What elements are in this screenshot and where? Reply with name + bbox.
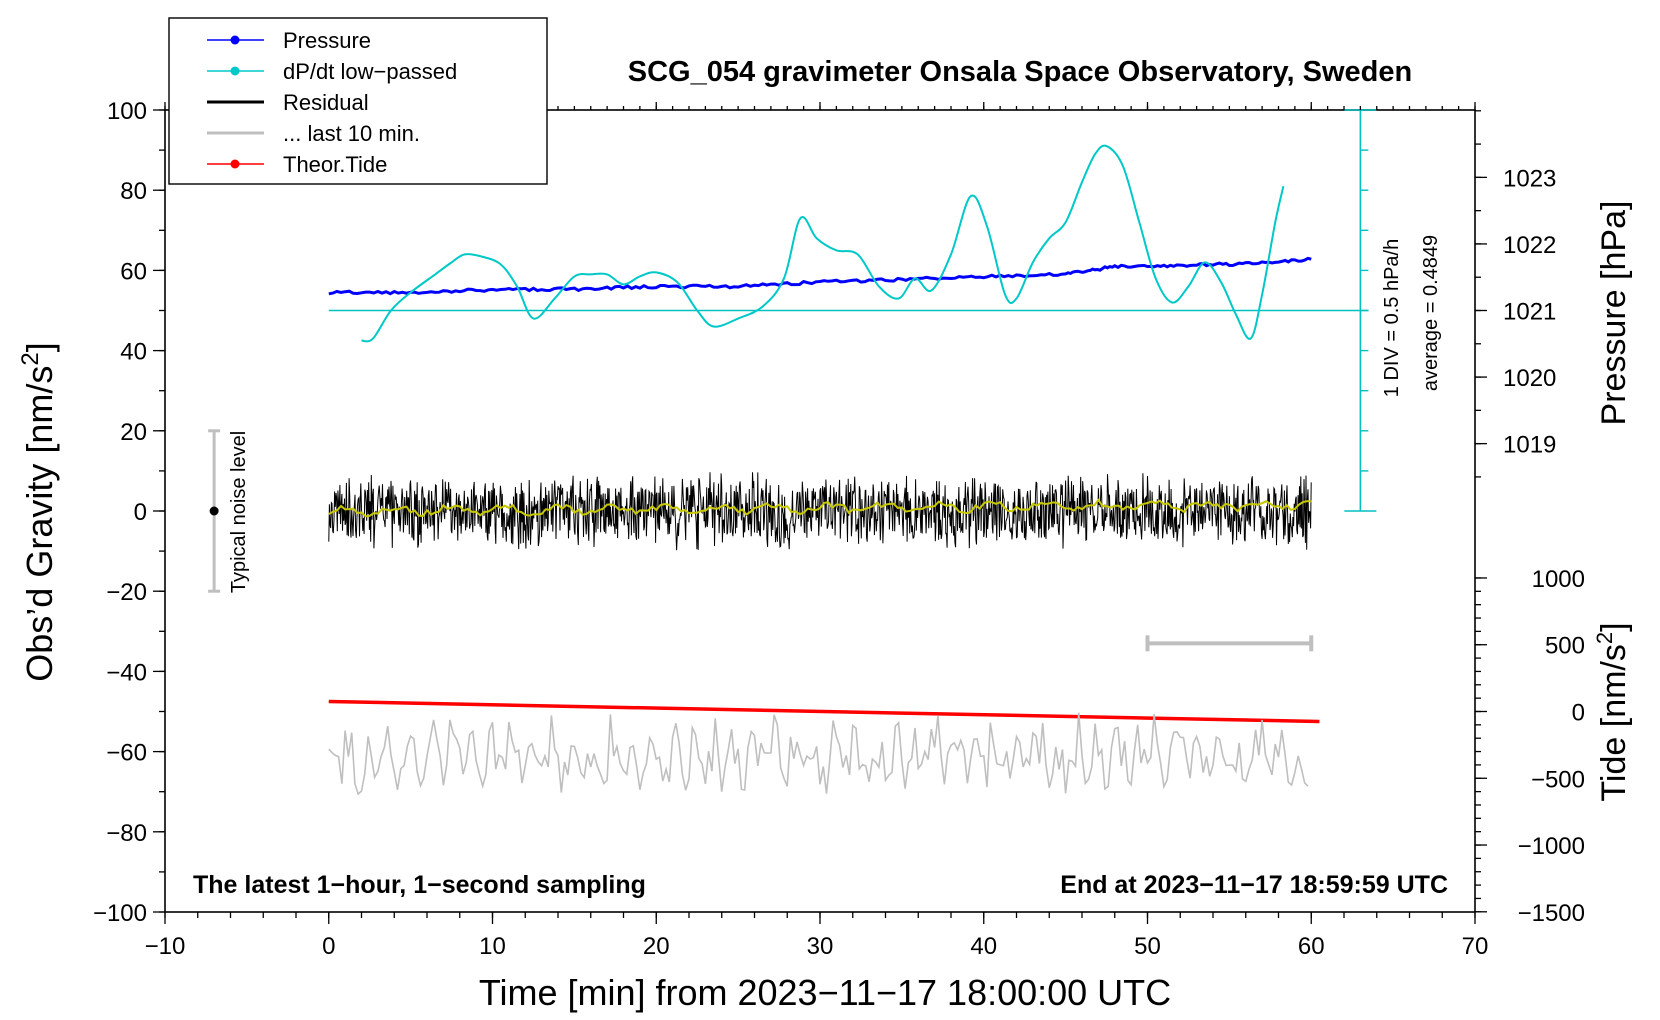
axes-layer: −10 0 10 20 30 40 50 60 70−100−80−60−40−20020406…	[93, 98, 1585, 960]
x-tick-label: 0	[322, 933, 335, 960]
pressure-tick-label: 1019	[1503, 432, 1556, 459]
noise-bar-center	[209, 506, 219, 516]
y-tick-label: 40	[120, 339, 147, 366]
dpdt-average-label: average = 0.4849	[1420, 235, 1442, 391]
x-tick-label: 70	[1462, 933, 1489, 960]
y-axis-label-main: Obs’d Gravity [nm/s	[19, 366, 60, 682]
legend-label: Pressure	[283, 28, 371, 53]
legend-marker	[230, 66, 240, 76]
pressure-series-line	[328, 256, 1312, 296]
legend-label: dP/dt low−passed	[283, 59, 457, 84]
residual-series-line	[328, 472, 1312, 551]
tide-axis-label-main: Tide [nm/s	[1595, 644, 1633, 801]
x-tick-label: 40	[970, 933, 997, 960]
residual-smoothed-line	[328, 498, 1312, 518]
y-axis-label-sup: 2	[17, 352, 44, 365]
x-tick-label: 10	[479, 933, 506, 960]
y-axis-label: Obs’d Gravity [nm/s2]	[17, 342, 60, 681]
y-tick-label: −80	[106, 820, 147, 847]
last10-series-line	[328, 712, 1309, 796]
y-tick-label: 20	[120, 419, 147, 446]
tide-tick-label: 1000	[1532, 566, 1585, 593]
tide-tick-label: 500	[1545, 633, 1585, 660]
legend-label: Theor.Tide	[283, 152, 387, 177]
x-axis-label: Time [min] from 2023−11−17 18:00:00 UTC	[479, 972, 1171, 1013]
tide-tick-label: −1000	[1518, 833, 1585, 860]
series-layer	[208, 109, 1377, 796]
y-tick-label: −20	[106, 579, 147, 606]
y-tick-label: 80	[120, 178, 147, 205]
pressure-tick-label: 1021	[1503, 299, 1556, 326]
annotation-sampling: The latest 1−hour, 1−second sampling	[193, 871, 646, 899]
legend-marker	[230, 159, 240, 169]
annotation-end-time: End at 2023−11−17 18:59:59 UTC	[1060, 871, 1448, 899]
pressure-axis-label: Pressure [hPa]	[1595, 201, 1633, 426]
y-tick-label: −40	[106, 659, 147, 686]
x-tick-label: 60	[1298, 933, 1325, 960]
x-tick-label: 30	[807, 933, 834, 960]
tide-tick-label: −500	[1531, 766, 1585, 793]
x-tick-label: −10	[145, 933, 186, 960]
legend-label: ... last 10 min.	[283, 121, 420, 146]
pressure-tick-label: 1022	[1503, 232, 1556, 259]
tide-tick-label: 0	[1572, 700, 1585, 727]
tide-tick-label: −1500	[1518, 900, 1585, 927]
legend-marker	[230, 35, 240, 45]
y-tick-label: 60	[120, 258, 147, 285]
pressure-tick-label: 1023	[1503, 165, 1556, 192]
x-tick-label: 20	[643, 933, 670, 960]
dpdt-division-label: 1 DIV = 0.5 hPa/h	[1381, 239, 1403, 397]
y-tick-label: 100	[107, 98, 147, 125]
dpdt-series-line	[361, 144, 1285, 343]
noise-level-label: Typical noise level	[228, 431, 250, 593]
y-tick-label: −60	[106, 740, 147, 767]
y-axis-label-end: ]	[19, 342, 60, 352]
tide-axis-label: Tide [nm/s2]	[1592, 622, 1633, 801]
tide-axis-label-sup: 2	[1592, 632, 1617, 644]
tide-axis-label-end: ]	[1595, 622, 1633, 631]
tide-series-line	[328, 699, 1320, 724]
legend-label: Residual	[283, 90, 369, 115]
y-tick-label: 0	[134, 499, 147, 526]
x-tick-label: 50	[1134, 933, 1161, 960]
labels-layer: SCG_054 gravimeter Onsala Space Observat…	[17, 56, 1633, 1013]
chart-title: SCG_054 gravimeter Onsala Space Observat…	[628, 56, 1412, 88]
pressure-tick-label: 1020	[1503, 365, 1556, 392]
legend: Pressure dP/dt low−passed Residual ... last…	[168, 17, 548, 185]
y-tick-label: −100	[93, 900, 147, 927]
